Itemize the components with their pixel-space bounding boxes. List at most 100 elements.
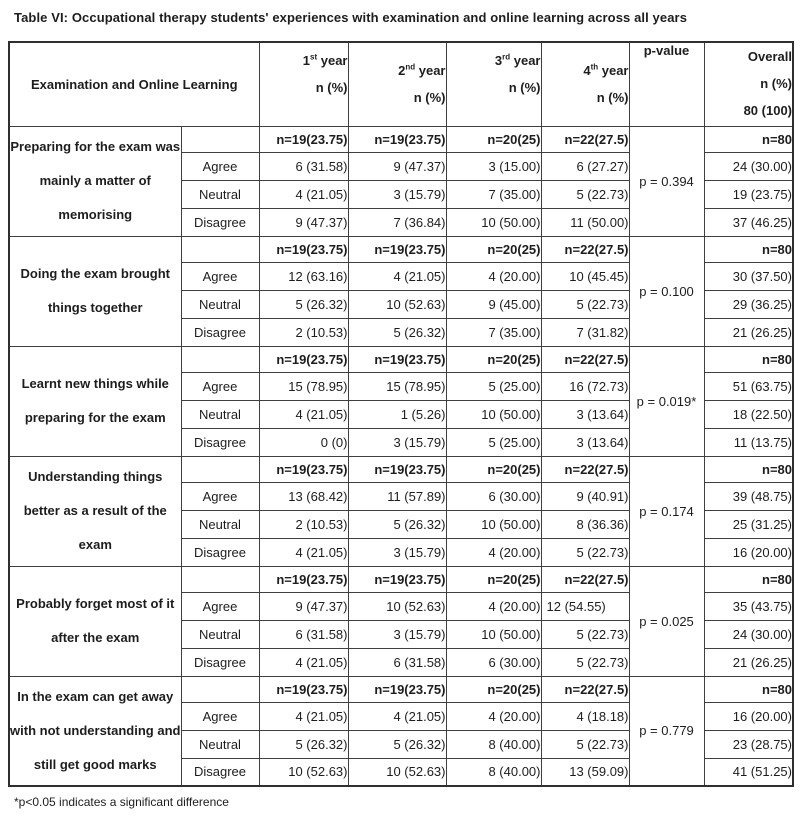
response-label-cell-empty — [180, 125, 260, 153]
count-cell: 4 (21.05) — [347, 701, 447, 731]
response-label-cell: Disagree — [180, 757, 260, 787]
n-cell-overall: n=80 — [703, 345, 794, 373]
n-cell: n=19(23.75) — [258, 675, 349, 703]
count-cell: 8 (40.00) — [445, 729, 542, 759]
count-cell: 4 (21.05) — [258, 179, 349, 209]
count-cell-overall: 18 (22.50) — [703, 399, 794, 429]
count-cell: 3 (15.79) — [347, 427, 447, 457]
response-label-cell: Disagree — [180, 207, 260, 237]
block-4-disagree-row: Disagree 4 (21.05) 3 (15.79) 4 (20.00) 5 (22… — [9, 537, 794, 567]
n-cell-overall: n=80 — [703, 455, 794, 483]
count-cell-overall: 24 (30.00) — [703, 619, 794, 649]
header-p-value: p-value — [628, 41, 705, 127]
response-label-cell: Agree — [180, 371, 260, 401]
block-6-agree-row: Agree 4 (21.05) 4 (21.05) 4 (20.00) 4 (18.18… — [9, 701, 794, 731]
statement-cell: Probably forget most of it after the exa… — [8, 565, 182, 677]
count-cell: 4 (20.00) — [445, 261, 542, 291]
count-cell-overall: 16 (20.00) — [703, 701, 794, 731]
count-cell: 2 (10.53) — [258, 509, 349, 539]
block-2-neutral-row: Neutral 5 (26.32) 10 (52.63) 9 (45.00) 5 (22… — [9, 289, 794, 319]
count-cell: 6 (30.00) — [445, 647, 542, 677]
response-label-cell-empty — [180, 565, 260, 593]
count-cell-overall: 16 (20.00) — [703, 537, 794, 567]
n-cell: n=20(25) — [445, 125, 542, 153]
count-cell: 5 (26.32) — [258, 289, 349, 319]
count-cell-overall: 11 (13.75) — [703, 427, 794, 457]
n-cell-overall: n=80 — [703, 675, 794, 703]
count-cell-overall: 29 (36.25) — [703, 289, 794, 319]
n-cell: n=20(25) — [445, 675, 542, 703]
table-title: Table VI: Occupational therapy students'… — [14, 10, 688, 25]
response-label-cell: Neutral — [180, 509, 260, 539]
count-cell: 12 (54.55) — [540, 591, 630, 621]
n-cell: n=22(27.5) — [540, 235, 630, 263]
count-cell: 6 (27.27) — [540, 151, 630, 181]
count-cell: 3 (15.79) — [347, 179, 447, 209]
block-5-n-row: Probably forget most of it after the exa… — [8, 565, 794, 677]
count-cell: 4 (21.05) — [258, 701, 349, 731]
footnote: *p<0.05 indicates a significant differen… — [14, 795, 229, 809]
n-cell: n=20(25) — [445, 455, 542, 483]
count-cell: 10 (52.63) — [347, 757, 447, 787]
block-1-n-row: Preparing for the exam was mainly a matt… — [8, 125, 794, 237]
count-cell: 6 (31.58) — [258, 619, 349, 649]
p-value-cell: p = 0.779 — [628, 675, 705, 787]
header-year-4: 4th year n (%) — [540, 41, 630, 127]
count-cell: 2 (10.53) — [258, 317, 349, 347]
block-6-n-row: In the exam can get away with not unders… — [8, 675, 794, 787]
n-cell: n=19(23.75) — [258, 565, 349, 593]
count-cell: 4 (20.00) — [445, 537, 542, 567]
header-year-2: 2nd year n (%) — [347, 41, 447, 127]
block-1-disagree-row: Disagree 9 (47.37) 7 (36.84) 10 (50.00) 11 (… — [9, 207, 794, 237]
response-label-cell-empty — [180, 235, 260, 263]
count-cell: 5 (26.32) — [347, 509, 447, 539]
count-cell: 4 (18.18) — [540, 701, 630, 731]
response-label-cell: Neutral — [180, 729, 260, 759]
count-cell-overall: 37 (46.25) — [703, 207, 794, 237]
page: Table VI: Occupational therapy students'… — [0, 10, 800, 825]
count-cell: 5 (25.00) — [445, 427, 542, 457]
count-cell-overall: 21 (26.25) — [703, 647, 794, 677]
n-cell-overall: n=80 — [703, 565, 794, 593]
statement-cell: Doing the exam brought things together — [8, 235, 182, 347]
count-cell: 5 (22.73) — [540, 179, 630, 209]
count-cell: 7 (35.00) — [445, 317, 542, 347]
count-cell: 9 (45.00) — [445, 289, 542, 319]
count-cell-overall: 23 (28.75) — [703, 729, 794, 759]
n-cell: n=22(27.5) — [540, 345, 630, 373]
count-cell: 9 (47.37) — [258, 207, 349, 237]
block-3-agree-row: Agree 15 (78.95) 15 (78.95) 5 (25.00) 16 (72… — [9, 371, 794, 401]
count-cell: 3 (13.64) — [540, 427, 630, 457]
n-cell: n=22(27.5) — [540, 125, 630, 153]
count-cell: 3 (15.79) — [347, 619, 447, 649]
count-cell: 1 (5.26) — [347, 399, 447, 429]
ordinal-suffix: nd — [405, 62, 416, 72]
block-2-n-row: Doing the exam brought things together n=… — [8, 235, 794, 347]
count-cell: 12 (63.16) — [258, 261, 349, 291]
block-3-n-row: Learnt new things while preparing for th… — [8, 345, 794, 457]
count-cell: 6 (31.58) — [347, 647, 447, 677]
count-cell: 10 (50.00) — [445, 619, 542, 649]
count-cell-overall: 35 (43.75) — [703, 591, 794, 621]
response-label-cell: Agree — [180, 481, 260, 511]
block-3-disagree-row: Disagree 0 (0) 3 (15.79) 5 (25.00) 3 (13.64)… — [9, 427, 794, 457]
n-cell: n=19(23.75) — [258, 455, 349, 483]
statement-cell: Learnt new things while preparing for th… — [8, 345, 182, 457]
n-cell: n=19(23.75) — [347, 675, 447, 703]
block-4-neutral-row: Neutral 2 (10.53) 5 (26.32) 10 (50.00) 8 (36… — [9, 509, 794, 539]
header-overall: Overall n (%) 80 (100) — [703, 41, 794, 127]
block-2-agree-row: Agree 12 (63.16) 4 (21.05) 4 (20.00) 10 (45.… — [9, 261, 794, 291]
response-label-cell: Neutral — [180, 289, 260, 319]
count-cell: 10 (50.00) — [445, 509, 542, 539]
header-row: Examination and Online Learning 1st year n… — [8, 41, 794, 127]
count-cell: 4 (21.05) — [258, 537, 349, 567]
count-cell: 13 (68.42) — [258, 481, 349, 511]
count-cell-overall: 30 (37.50) — [703, 261, 794, 291]
count-cell-overall: 24 (30.00) — [703, 151, 794, 181]
header-year-1: 1st year n (%) — [258, 41, 349, 127]
n-cell: n=22(27.5) — [540, 455, 630, 483]
count-cell-overall: 39 (48.75) — [703, 481, 794, 511]
count-cell: 10 (50.00) — [445, 399, 542, 429]
table-header: Examination and Online Learning 1st year n… — [8, 41, 794, 127]
response-label-cell: Disagree — [180, 317, 260, 347]
